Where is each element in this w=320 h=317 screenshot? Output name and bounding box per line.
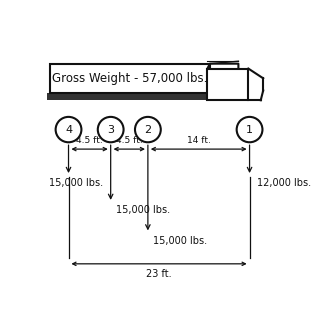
Text: 3: 3 (107, 125, 114, 135)
Circle shape (135, 117, 161, 142)
Text: Gross Weight - 57,000 lbs.: Gross Weight - 57,000 lbs. (52, 72, 208, 85)
Circle shape (237, 117, 262, 142)
Text: 15,000 lbs.: 15,000 lbs. (153, 236, 207, 246)
Text: 2: 2 (144, 125, 151, 135)
Text: 23 ft.: 23 ft. (146, 269, 172, 279)
Text: 15,000 lbs.: 15,000 lbs. (49, 178, 103, 188)
Bar (207, 68, 248, 100)
Text: 4.5 ft.: 4.5 ft. (116, 136, 143, 145)
Text: 12,000 lbs.: 12,000 lbs. (257, 178, 311, 188)
Bar (50, 64, 210, 93)
Bar (47, 93, 212, 100)
Text: 4.5 ft.: 4.5 ft. (76, 136, 103, 145)
Circle shape (98, 117, 124, 142)
Text: 14 ft.: 14 ft. (187, 136, 211, 145)
Text: 4: 4 (65, 125, 72, 135)
Circle shape (56, 117, 81, 142)
Text: 1: 1 (246, 125, 253, 135)
Text: 15,000 lbs.: 15,000 lbs. (116, 205, 170, 215)
